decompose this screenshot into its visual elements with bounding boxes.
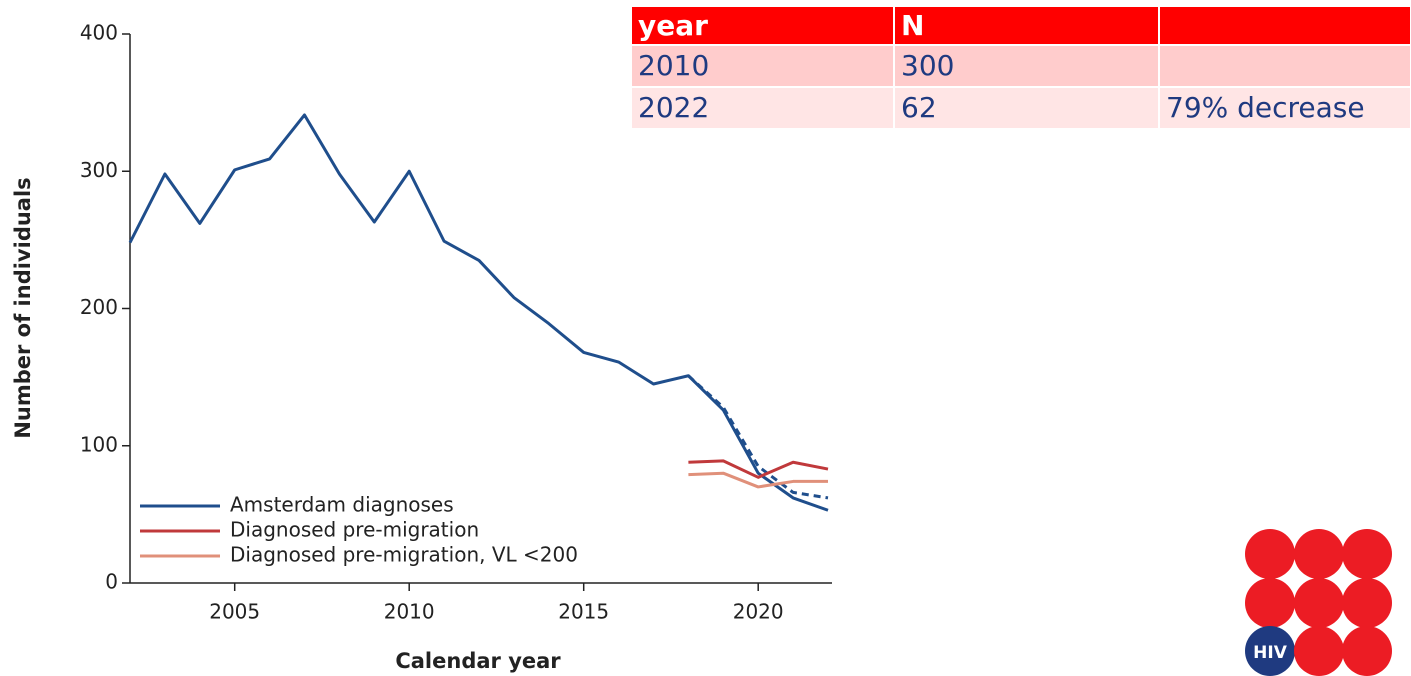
y-tick-label: 400: [80, 21, 118, 45]
table-header: year N: [632, 7, 1410, 44]
logo-dot: [1245, 626, 1295, 676]
legend-label: Amsterdam diagnoses: [230, 493, 454, 517]
cell: [1160, 46, 1410, 86]
cell: 62: [895, 88, 1158, 128]
logo-dot: [1294, 626, 1344, 676]
line: [687, 374, 829, 500]
table-row: 2022 62 79% decrease: [632, 88, 1410, 128]
y-axis-label: Number of individuals: [11, 177, 35, 438]
line: [128, 113, 829, 512]
header-cell: year: [632, 7, 893, 44]
logo: HIV: [1245, 529, 1392, 676]
legend-label: Diagnosed pre-migration, VL <200: [230, 543, 578, 567]
x-tick-label: 2010: [384, 600, 435, 624]
logo-dot: [1294, 578, 1344, 628]
cell: 2022: [632, 88, 893, 128]
cell: 300: [895, 46, 1158, 86]
y-tick-label: 300: [80, 158, 118, 182]
logo-dot: [1342, 626, 1392, 676]
y-tick-label: 100: [80, 432, 118, 456]
logo-dot: [1245, 578, 1295, 628]
y-tick-label: 200: [80, 295, 118, 319]
line: [688, 471, 828, 489]
cell: 2010: [632, 46, 893, 86]
logo-dot: [1245, 529, 1295, 579]
header-cell: N: [895, 7, 1158, 44]
y-tick-label: 0: [105, 570, 118, 594]
x-tick-label: 2020: [733, 600, 784, 624]
logo-dot: [1294, 529, 1344, 579]
line: [688, 459, 829, 479]
logo-text: HIV: [1253, 643, 1288, 663]
summary-table: year N 2010 300 2022 62 79% decrease: [630, 5, 1411, 130]
header-cell: [1160, 7, 1410, 44]
x-axis-label: Calendar year: [395, 649, 561, 673]
table-row: 2010 300: [632, 46, 1410, 86]
legend-label: Diagnosed pre-migration: [230, 518, 479, 542]
x-tick-label: 2005: [209, 600, 260, 624]
logo-dot: [1342, 578, 1392, 628]
cell: 79% decrease: [1160, 88, 1410, 128]
logo-dot: [1342, 529, 1392, 579]
x-tick-label: 2015: [558, 600, 609, 624]
